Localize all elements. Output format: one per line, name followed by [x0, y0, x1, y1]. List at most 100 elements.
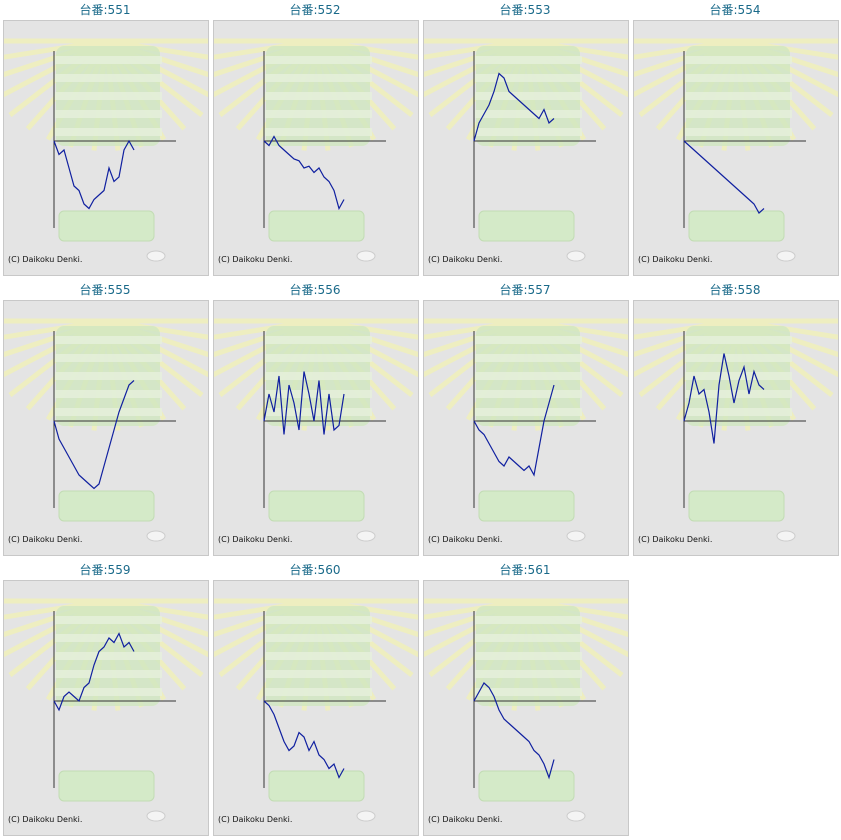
stripe-decoration — [264, 128, 372, 136]
coin-decoration — [146, 250, 166, 262]
stripe-decoration — [474, 92, 582, 100]
stripe-decoration — [54, 670, 162, 678]
copyright-text: (C) Daikoku Denki. — [428, 255, 503, 264]
stripe-decoration — [54, 92, 162, 100]
coin-decoration — [566, 530, 586, 542]
stripe-decoration — [684, 56, 792, 64]
stripe-decoration — [264, 110, 372, 118]
machine-number-title[interactable]: 台番:560 — [289, 563, 341, 577]
machine-number-title[interactable]: 台番:551 — [79, 3, 131, 17]
copyright-text: (C) Daikoku Denki. — [8, 535, 83, 544]
machine-number-title[interactable]: 台番:556 — [289, 283, 341, 297]
tray-decoration — [478, 770, 575, 802]
stripe-decoration — [54, 408, 162, 416]
coin-decoration — [776, 530, 796, 542]
ray-decoration — [4, 598, 107, 620]
chart-panel: 台番:551 (C) Daikoku Denki. — [0, 0, 210, 280]
machine-number-title[interactable]: 台番:554 — [709, 3, 761, 17]
background-art — [424, 318, 628, 542]
ray-decoration — [315, 598, 418, 620]
coin-decoration — [356, 810, 376, 822]
tray-decoration — [478, 210, 575, 242]
chart-panel: 台番:552 (C) Daikoku Denki. — [210, 0, 420, 280]
stripe-decoration — [54, 652, 162, 660]
machine-number-title[interactable]: 台番:557 — [499, 283, 551, 297]
tray-decoration — [268, 210, 365, 242]
machine-number-title[interactable]: 台番:553 — [499, 3, 551, 17]
copyright-text: (C) Daikoku Denki. — [8, 255, 83, 264]
tray-decoration — [58, 210, 155, 242]
stripe-decoration — [684, 408, 792, 416]
coin-decoration — [146, 530, 166, 542]
background-art — [214, 318, 418, 542]
stripe-decoration — [474, 652, 582, 660]
slump-graph — [214, 318, 418, 542]
chart-panel: 台番:560 (C) Daikoku Denki. — [210, 560, 420, 840]
coin-decoration — [356, 530, 376, 542]
tray-decoration — [478, 490, 575, 522]
ray-decoration — [214, 318, 317, 340]
stripe-decoration — [474, 372, 582, 380]
stripe-decoration — [264, 372, 372, 380]
machine-number-title[interactable]: 台番:555 — [79, 283, 131, 297]
stripe-decoration — [264, 390, 372, 398]
stripe-decoration — [474, 616, 582, 624]
copyright-text: (C) Daikoku Denki. — [218, 815, 293, 824]
ray-decoration — [105, 598, 208, 620]
stripe-decoration — [264, 688, 372, 696]
stripe-decoration — [54, 390, 162, 398]
slump-graph — [634, 38, 838, 262]
slump-line — [683, 140, 765, 214]
ray-decoration — [214, 598, 317, 620]
stripe-decoration — [684, 92, 792, 100]
ray-decoration — [424, 598, 527, 620]
machine-number-title[interactable]: 台番:558 — [709, 283, 761, 297]
background-art — [4, 38, 208, 262]
slump-line — [263, 700, 345, 779]
stripe-decoration — [474, 110, 582, 118]
ray-decoration — [634, 318, 737, 340]
chart-frame: (C) Daikoku Denki. — [213, 300, 419, 556]
slump-graph — [634, 318, 838, 542]
stripe-decoration — [54, 128, 162, 136]
stripe-decoration — [54, 110, 162, 118]
ray-decoration — [214, 38, 317, 60]
background-art — [424, 38, 628, 262]
stripe-decoration — [54, 616, 162, 624]
stripe-decoration — [684, 390, 792, 398]
copyright-text: (C) Daikoku Denki. — [218, 255, 293, 264]
chart-frame: (C) Daikoku Denki. — [423, 20, 629, 276]
ray-decoration — [315, 318, 418, 340]
slump-graph — [214, 38, 418, 262]
chart-frame: (C) Daikoku Denki. — [3, 300, 209, 556]
ray-decoration — [525, 318, 628, 340]
slump-line — [53, 139, 135, 210]
stripe-decoration — [54, 354, 162, 362]
background-art — [634, 318, 838, 542]
machine-number-title[interactable]: 台番:552 — [289, 3, 341, 17]
background-art — [424, 598, 628, 822]
slump-graph — [4, 318, 208, 542]
stripe-decoration — [54, 74, 162, 82]
ray-decoration — [4, 38, 107, 60]
ray-decoration — [424, 38, 527, 60]
slump-graph — [4, 38, 208, 262]
machine-number-title[interactable]: 台番:559 — [79, 563, 131, 577]
chart-panel: 台番:556 (C) Daikoku Denki. — [210, 280, 420, 560]
ray-decoration — [315, 38, 418, 60]
tray-decoration — [58, 770, 155, 802]
stripe-decoration — [474, 74, 582, 82]
slump-graph — [424, 318, 628, 542]
machine-number-title[interactable]: 台番:561 — [499, 563, 551, 577]
stripe-decoration — [264, 652, 372, 660]
chart-frame: (C) Daikoku Denki. — [213, 580, 419, 836]
chart-frame: (C) Daikoku Denki. — [3, 580, 209, 836]
chart-panel: 台番:561 (C) Daikoku Denki. — [420, 560, 630, 840]
copyright-text: (C) Daikoku Denki. — [428, 535, 503, 544]
ray-decoration — [634, 38, 737, 60]
stripe-decoration — [684, 74, 792, 82]
stripe-decoration — [474, 408, 582, 416]
stripe-decoration — [264, 408, 372, 416]
tray-decoration — [58, 490, 155, 522]
